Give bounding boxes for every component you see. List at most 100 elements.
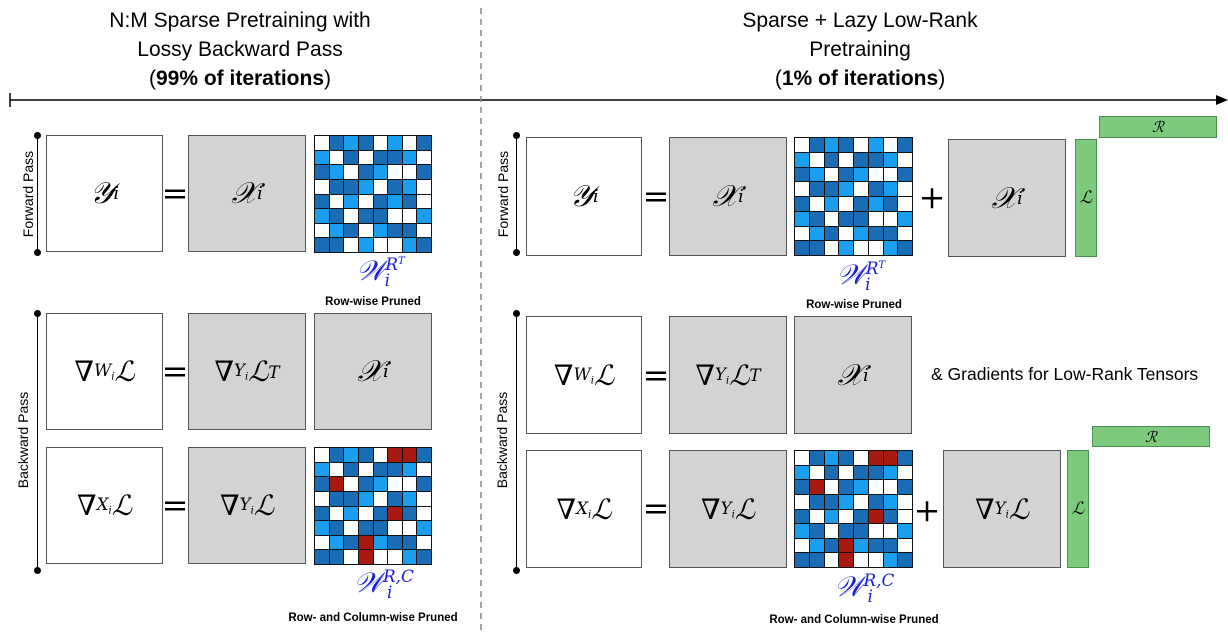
matrix-cell (358, 521, 373, 535)
matrix-cell (883, 182, 898, 196)
matrix-cell (854, 226, 868, 241)
matrix-cell (315, 521, 329, 535)
matrix-cell (358, 209, 373, 223)
matrix-cell (868, 494, 883, 509)
matrix-cell (417, 448, 431, 462)
matrix-cell (315, 136, 329, 150)
matrix-cell (854, 480, 868, 494)
matrix-cell (315, 194, 329, 209)
matrix-cell (883, 524, 898, 538)
low-rank-r-factor: ℛ (1099, 116, 1217, 138)
matrix-cell (388, 150, 402, 165)
matrix-cell (402, 521, 417, 535)
matrix-cell (868, 182, 883, 196)
row-pruned-caption: Row-wise Pruned (806, 299, 902, 311)
matrix-cell (373, 165, 388, 179)
matrix-cell (854, 524, 868, 538)
weight-label-rt: 𝒲RTi (356, 254, 405, 290)
matrix-cell (417, 209, 431, 223)
matrix-cell (868, 538, 883, 553)
matrix-cell (868, 241, 883, 255)
matrix-cell (417, 165, 431, 179)
matrix-cell (373, 448, 388, 462)
matrix-cell (809, 494, 824, 509)
matrix-cell (388, 477, 402, 491)
matrix-cell (868, 465, 883, 480)
matrix-cell (402, 179, 417, 194)
matrix-cell (329, 491, 344, 506)
matrix-cell (898, 494, 912, 509)
matrix-cell (315, 238, 329, 252)
matrix-cell (809, 138, 824, 152)
matrix-cell (824, 152, 839, 167)
matrix-cell (839, 241, 853, 255)
matrix-cell (344, 448, 358, 462)
matrix-cell (898, 509, 912, 524)
matrix-cell (898, 465, 912, 480)
left-header-line1: N:M Sparse Pretraining with (109, 9, 371, 32)
matrix-cell (358, 535, 373, 550)
matrix-cell (417, 506, 431, 521)
matrix-cell (795, 182, 809, 196)
matrix-cell (795, 451, 809, 465)
left-header-line3: (99% of iterations) (148, 67, 332, 90)
matrix-cell (417, 491, 431, 506)
forward-bar-right (513, 132, 520, 256)
grad-y-transpose-box: ∇ Yi ℒ T (188, 313, 306, 430)
matrix-cell (824, 480, 839, 494)
matrix-cell (809, 451, 824, 465)
equals-sign: = (161, 174, 189, 212)
grad-y-transpose-box: ∇ Yi ℒ T (669, 316, 787, 434)
matrix-cell (402, 550, 417, 564)
matrix-cell (344, 491, 358, 506)
grad-y-box: ∇ Yi ℒ (669, 450, 787, 568)
backward-label-right: Backward Pass (494, 391, 510, 489)
matrix-cell (373, 238, 388, 252)
matrix-cell (854, 138, 868, 152)
matrix-cell (388, 506, 402, 521)
matrix-cell (373, 477, 388, 491)
grad-w-box: ∇ Wi ℒ (46, 313, 163, 430)
matrix-cell (402, 136, 417, 150)
matrix-cell (898, 138, 912, 152)
matrix-cell (854, 451, 868, 465)
row-col-pruned-caption: Row- and Column-wise Pruned (288, 612, 458, 624)
matrix-cell (358, 506, 373, 521)
equals-sign: = (161, 486, 189, 524)
matrix-cell (315, 491, 329, 506)
matrix-cell (868, 138, 883, 152)
matrix-cell (358, 550, 373, 564)
weight-label-rc: 𝒲R,Ci (353, 566, 414, 602)
forward-label-right: Forward Pass (495, 150, 511, 238)
matrix-cell (388, 136, 402, 150)
matrix-cell (824, 226, 839, 241)
weight-label-rt: 𝒲RTi (836, 258, 886, 294)
matrix-cell (388, 521, 402, 535)
matrix-cell (868, 211, 883, 226)
matrix-cell (839, 197, 853, 211)
matrix-cell (809, 524, 824, 538)
matrix-cell (344, 238, 358, 252)
matrix-cell (824, 524, 839, 538)
matrix-cell (417, 462, 431, 477)
matrix-cell (854, 167, 868, 182)
matrix-cell (358, 179, 373, 194)
matrix-cell (809, 182, 824, 196)
matrix-cell (868, 509, 883, 524)
matrix-cell (344, 150, 358, 165)
equals-sign: = (642, 356, 670, 394)
matrix-cell (402, 491, 417, 506)
matrix-cell (809, 538, 824, 553)
grad-x-box: ∇ Xi ℒ (46, 447, 163, 564)
matrix-cell (329, 521, 344, 535)
grad-w-box: ∇ Wi ℒ (526, 316, 642, 434)
matrix-cell (402, 194, 417, 209)
matrix-cell (854, 211, 868, 226)
matrix-cell (883, 494, 898, 509)
matrix-cell (839, 494, 853, 509)
matrix-cell (358, 194, 373, 209)
matrix-cell (329, 136, 344, 150)
matrix-cell (373, 223, 388, 238)
matrix-cell (795, 524, 809, 538)
